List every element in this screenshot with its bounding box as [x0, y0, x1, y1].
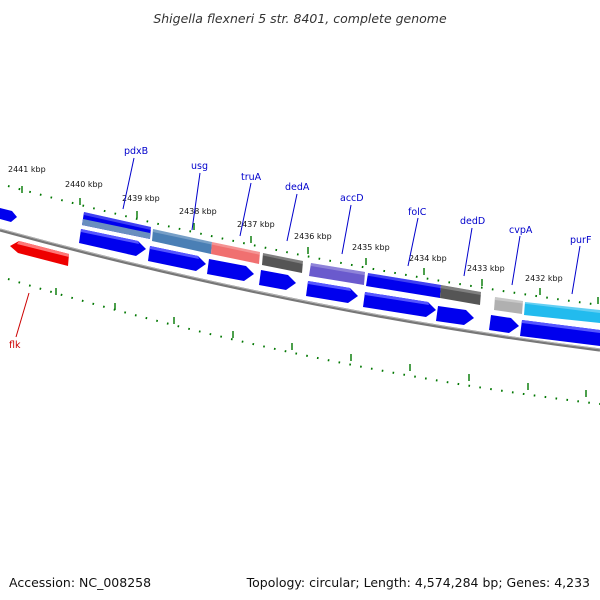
flk-feature-highlight	[17, 241, 69, 257]
feature-block-overlay	[82, 219, 150, 239]
flk-feature[interactable]	[10, 241, 69, 266]
gene-label-dedA[interactable]: dedA	[285, 182, 310, 193]
scale-label: 2436 kbp	[294, 232, 332, 241]
label-leaders	[15, 157, 581, 338]
feature-highlight	[84, 212, 151, 230]
cds-arrow[interactable]	[148, 246, 206, 271]
leader-accD	[341, 204, 352, 255]
gene-label-dedD[interactable]: dedD	[460, 216, 485, 227]
cds-arrow[interactable]	[207, 259, 254, 281]
feature-highlight	[495, 297, 600, 313]
scale-label: 2432 kbp	[525, 274, 563, 283]
feature-block[interactable]	[524, 302, 600, 323]
cds-arrow[interactable]	[363, 292, 436, 317]
cds-highlight	[308, 281, 351, 291]
accession-text: Accession: NC_008258	[9, 575, 151, 590]
gene-label-accD[interactable]: accD	[340, 193, 364, 204]
leader-dedD	[463, 227, 473, 277]
feature-block[interactable]	[366, 273, 441, 298]
leader-folC	[407, 217, 419, 267]
feature-highlight	[311, 263, 481, 295]
scale-label: 2440 kbp	[65, 180, 103, 189]
feature-arrow[interactable]	[0, 208, 17, 222]
scale-label: 2435 kbp	[352, 243, 390, 252]
cds-highlight	[365, 292, 429, 305]
scale-label: 2439 kbp	[122, 194, 160, 203]
gene-label-truA[interactable]: truA	[241, 172, 262, 183]
scale-labels: 2441 kbp 2440 kbp 2439 kbp 2438 kbp 2437…	[8, 165, 563, 283]
scale-label: 2434 kbp	[409, 254, 447, 263]
scale-label: 2438 kbp	[179, 207, 217, 216]
cds-highlight	[81, 229, 139, 244]
gene-label-flk[interactable]: flk	[9, 340, 21, 351]
inner-tick-ring	[7, 278, 600, 405]
scale-label: 2437 kbp	[237, 220, 275, 229]
leader-dedA	[286, 193, 298, 242]
outer-tick-ring	[7, 185, 600, 306]
gene-label-pdxB[interactable]: pdxB	[124, 146, 148, 157]
feature-block[interactable]	[440, 285, 481, 305]
cds-forward-ring	[79, 229, 600, 346]
cds-arrow[interactable]	[259, 270, 296, 290]
gene-labels: pdxB usg truA dedA accD folC dedD cvpA p…	[9, 146, 591, 351]
leader-purF	[571, 245, 581, 295]
leader-truA	[239, 182, 252, 237]
leader-flk	[15, 292, 30, 338]
map-title: Shigella flexneri 5 str. 8401, complete …	[153, 11, 447, 26]
gene-label-purF[interactable]: purF	[570, 235, 591, 246]
gene-label-cvpA[interactable]: cvpA	[509, 225, 533, 236]
cds-highlight	[522, 320, 600, 333]
gene-label-usg[interactable]: usg	[191, 161, 208, 172]
feature-block[interactable]	[262, 253, 303, 273]
feature-block[interactable]	[494, 297, 523, 314]
scale-label: 2441 kbp	[8, 165, 46, 174]
feature-block[interactable]	[309, 263, 365, 285]
genome-summary-text: Topology: circular; Length: 4,574,284 bp…	[246, 575, 590, 590]
cds-arrow[interactable]	[79, 229, 146, 256]
feature-highlight	[153, 229, 303, 264]
gene-label-folC[interactable]: folC	[408, 207, 427, 218]
feature-block[interactable]	[211, 242, 260, 264]
cds-arrow[interactable]	[436, 306, 474, 325]
scale-label: 2433 kbp	[467, 264, 505, 273]
leader-cvpA	[511, 235, 521, 286]
genome-backbone-highlight	[0, 228, 600, 350]
cds-arrow[interactable]	[520, 320, 600, 346]
cds-highlight	[150, 246, 199, 259]
cds-arrow[interactable]	[489, 315, 519, 333]
feature-block[interactable]	[152, 229, 212, 254]
leader-usg	[191, 172, 201, 231]
genome-backbone	[0, 228, 600, 352]
feature-ring	[0, 208, 600, 323]
cds-arrow[interactable]	[306, 281, 358, 303]
leader-pdxB	[122, 157, 135, 210]
reverse-strand	[10, 241, 69, 266]
